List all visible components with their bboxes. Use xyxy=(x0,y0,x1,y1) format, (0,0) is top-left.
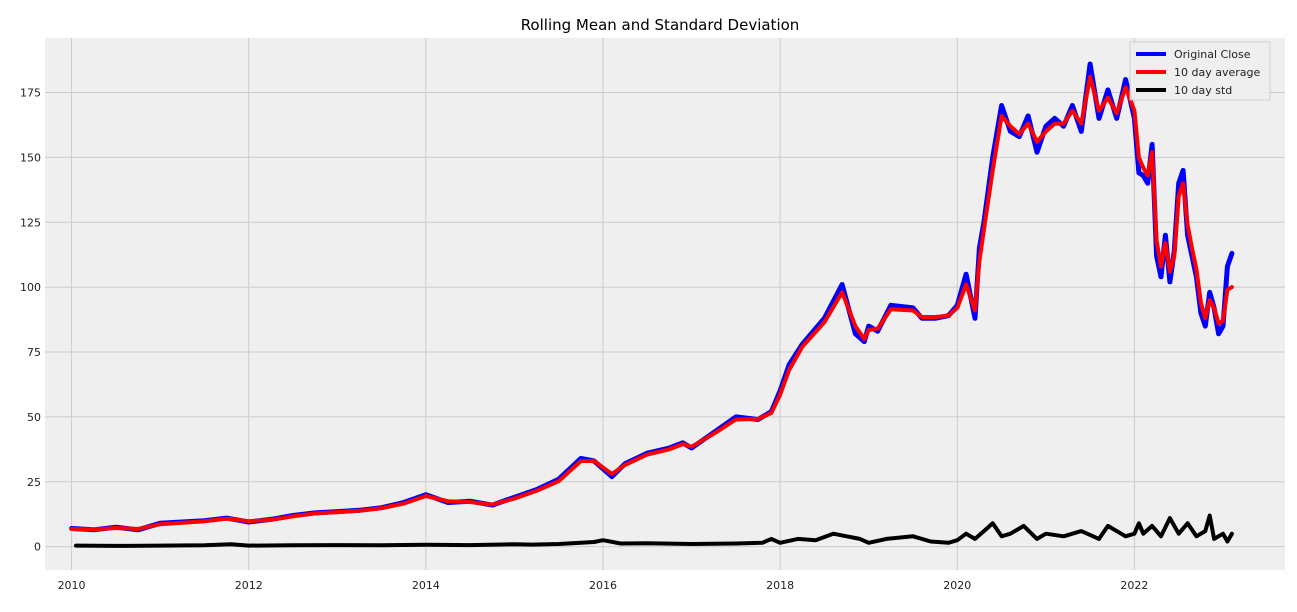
axis-ticks: 2010 2012 2014 2016 2018 2020 2022 0 25 50 75 100 12… xyxy=(20,86,1148,592)
y-tick-label: 100 xyxy=(20,281,41,294)
x-tick-label: 2016 xyxy=(589,579,617,592)
x-tick-label: 2014 xyxy=(412,579,440,592)
x-tick-label: 2010 xyxy=(58,579,86,592)
y-tick-label: 25 xyxy=(27,476,41,489)
y-tick-label: 175 xyxy=(20,86,41,99)
y-tick-label: 125 xyxy=(20,216,41,229)
y-tick-label: 0 xyxy=(34,541,41,554)
y-tick-label: 150 xyxy=(20,151,41,164)
series-line-10-day-average xyxy=(69,74,1234,532)
y-tick-label: 50 xyxy=(27,411,41,424)
legend-label-std: 10 day std xyxy=(1174,84,1232,97)
x-tick-label: 2012 xyxy=(235,579,263,592)
legend-label-original: Original Close xyxy=(1174,48,1251,61)
chart-title: Rolling Mean and Standard Deviation xyxy=(521,16,800,34)
series-lines xyxy=(69,61,1235,548)
legend-label-average: 10 day average xyxy=(1174,66,1260,79)
y-tick-label: 75 xyxy=(27,346,41,359)
series-line-10-day-std xyxy=(74,513,1234,548)
x-tick-label: 2018 xyxy=(766,579,794,592)
x-tick-label: 2020 xyxy=(943,579,971,592)
legend: Original Close 10 day average 10 day std xyxy=(1129,41,1271,101)
x-tick-label: 2022 xyxy=(1120,579,1148,592)
